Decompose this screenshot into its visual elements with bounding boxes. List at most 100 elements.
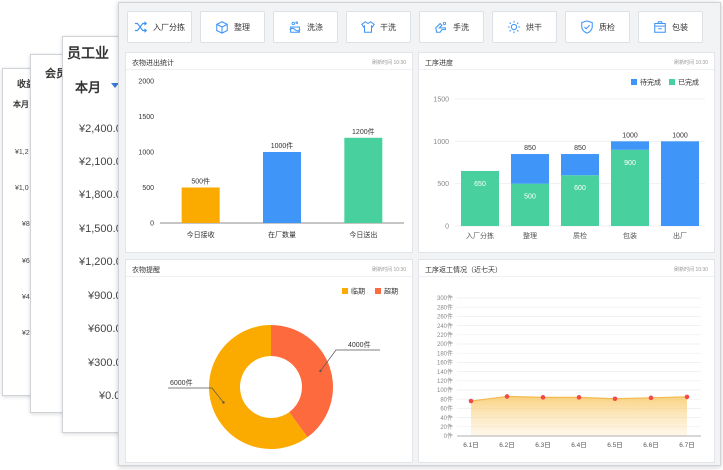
panel-title: 工序进度 bbox=[425, 60, 453, 67]
bar bbox=[181, 187, 220, 223]
toolbar-label: 包装 bbox=[672, 22, 688, 32]
legend-label: 临期 bbox=[351, 287, 365, 296]
toolbar-button-arrange[interactable]: 整理 bbox=[200, 11, 265, 43]
toolbar-label: 整理 bbox=[234, 22, 250, 32]
y-tick-label: 240件 bbox=[437, 322, 453, 330]
toolbar-label: 烘干 bbox=[526, 22, 542, 32]
bar-completed bbox=[611, 149, 649, 226]
y-tick-label: 500 bbox=[437, 181, 449, 188]
bar bbox=[344, 137, 383, 223]
sheet-tick: ¥2,400.0 bbox=[79, 123, 122, 135]
toolbar-button-dry[interactable]: 烘干 bbox=[492, 11, 557, 43]
x-tick-label: 6.1日 bbox=[463, 441, 479, 449]
hand-wash-icon bbox=[435, 21, 447, 33]
panel-refresh-time: 刷新时间 10:30 bbox=[372, 60, 406, 66]
panel-title: 衣物提醒 bbox=[132, 267, 160, 274]
package-icon bbox=[216, 21, 228, 34]
sheet-tick: ¥300.0 bbox=[88, 357, 122, 369]
slice-label: 4000件 bbox=[348, 340, 371, 349]
dashboard-window: 入厂分拣 整理 洗涤 干洗 手洗 烘干 质检 包装 bbox=[118, 2, 721, 466]
y-tick-label: 200件 bbox=[437, 340, 453, 348]
sheet-tick: ¥600.0 bbox=[88, 323, 122, 335]
panel-header: 工序进度 刷新时间 10:30 bbox=[419, 53, 714, 70]
x-tick-label: 6.5日 bbox=[607, 441, 623, 449]
sheet-tick: ¥0.0 bbox=[99, 390, 121, 402]
sheet-tick: ¥8 bbox=[22, 221, 30, 228]
toolbar-label: 入厂分拣 bbox=[153, 22, 185, 32]
x-tick-label: 6.3日 bbox=[535, 441, 551, 449]
slice-label: 6000件 bbox=[170, 378, 193, 387]
x-tick-label: 6.2日 bbox=[499, 441, 515, 449]
sheet-tick: ¥2 bbox=[22, 330, 30, 337]
panel-header: 衣物进出统计 刷新时间 10:30 bbox=[126, 53, 412, 70]
toolbar-label: 手洗 bbox=[453, 22, 469, 32]
panel-clothes-reminder: 衣物提醒 刷新时间 10:30 临期 超期 4000件 6000件 bbox=[125, 259, 413, 463]
x-tick-label: 今日接收 bbox=[187, 230, 215, 239]
legend-label: 待完成 bbox=[640, 78, 661, 87]
sheet-period[interactable]: 本月 bbox=[75, 80, 102, 95]
area-fill bbox=[471, 396, 687, 436]
x-tick-label: 包装 bbox=[623, 231, 637, 240]
panel-rework-trend: 工序返工情况（近七天） 刷新时间 10:30 0件 20件 40件 60件 80件 100… bbox=[418, 259, 715, 463]
sheet-title: 员工业 bbox=[67, 45, 109, 61]
bar-pending bbox=[661, 141, 699, 226]
data-point bbox=[540, 395, 546, 400]
y-tick-label: 0件 bbox=[444, 432, 453, 440]
bar-data-label: 1000件 bbox=[271, 141, 294, 150]
box-icon bbox=[654, 21, 666, 33]
y-tick-label: 500 bbox=[142, 185, 154, 192]
legend-swatch bbox=[342, 288, 348, 294]
y-tick-label: 180件 bbox=[437, 349, 453, 357]
sheet-tick: ¥900.0 bbox=[88, 290, 122, 302]
y-tick-label: 40件 bbox=[440, 414, 453, 422]
sheet-tick: ¥1,800.0 bbox=[79, 189, 122, 201]
bar-completed bbox=[561, 175, 599, 226]
y-tick-label: 140件 bbox=[437, 368, 453, 376]
panel-header: 衣物提醒 刷新时间 10:30 bbox=[126, 260, 412, 277]
sheet-tick: ¥4 bbox=[22, 294, 30, 301]
panel-process-progress: 工序进度 刷新时间 10:30 0 500 1000 1500 待完成 已完成 650 入厂分… bbox=[418, 52, 715, 253]
x-tick-label: 在厂数量 bbox=[268, 230, 296, 239]
bar-inner-label: 900 bbox=[624, 160, 636, 167]
y-tick-label: 260件 bbox=[437, 313, 453, 321]
x-tick-label: 质检 bbox=[573, 231, 587, 240]
y-tick-label: 60件 bbox=[440, 405, 453, 413]
panel-title: 工序返工情况（近七天） bbox=[425, 267, 502, 274]
toolbar-button-pack[interactable]: 包装 bbox=[638, 11, 703, 43]
bar-total-label: 1000 bbox=[672, 132, 688, 139]
sheet-tick: ¥1,500.0 bbox=[79, 223, 122, 235]
toolbar-button-wash[interactable]: 洗涤 bbox=[273, 11, 338, 43]
process-toolbar: 入厂分拣 整理 洗涤 干洗 手洗 烘干 质检 包装 bbox=[119, 3, 720, 49]
legend-swatch bbox=[669, 79, 675, 85]
sheet-tick: ¥1,2 bbox=[15, 149, 29, 156]
data-point bbox=[504, 394, 510, 399]
washing-icon bbox=[289, 21, 301, 33]
y-tick-label: 0 bbox=[150, 221, 154, 228]
bar-inner-label: 500 bbox=[524, 194, 536, 201]
bar-data-label: 500件 bbox=[191, 177, 210, 186]
bar-completed bbox=[461, 170, 499, 226]
data-point bbox=[684, 394, 690, 400]
y-tick-label: 280件 bbox=[437, 303, 453, 311]
y-tick-label: 1000 bbox=[138, 150, 154, 157]
donut-slice bbox=[208, 325, 308, 449]
y-tick-label: 160件 bbox=[437, 359, 453, 367]
leader-line bbox=[320, 349, 380, 372]
bar-inner-label: 650 bbox=[474, 181, 486, 188]
chevron-down-icon[interactable] bbox=[111, 83, 119, 88]
toolbar-button-handwash[interactable]: 手洗 bbox=[419, 11, 484, 43]
data-point bbox=[648, 395, 654, 401]
sheet-tick: ¥1,200.0 bbox=[79, 256, 122, 268]
panel-refresh-time: 刷新时间 10:30 bbox=[674, 267, 708, 273]
donut-slice bbox=[271, 325, 333, 438]
sheet-title: 收益 bbox=[17, 79, 36, 89]
x-tick-label: 今日送出 bbox=[349, 230, 377, 239]
bar-data-label: 1200件 bbox=[352, 127, 375, 136]
toolbar-button-sorting[interactable]: 入厂分拣 bbox=[127, 11, 192, 43]
sheet-tick: ¥1,0 bbox=[15, 185, 29, 192]
panel-refresh-time: 刷新时间 10:30 bbox=[674, 60, 708, 66]
legend-label: 已完成 bbox=[678, 78, 699, 87]
toolbar-button-dryclean[interactable]: 干洗 bbox=[346, 11, 411, 43]
toolbar-button-inspect[interactable]: 质检 bbox=[565, 11, 630, 43]
